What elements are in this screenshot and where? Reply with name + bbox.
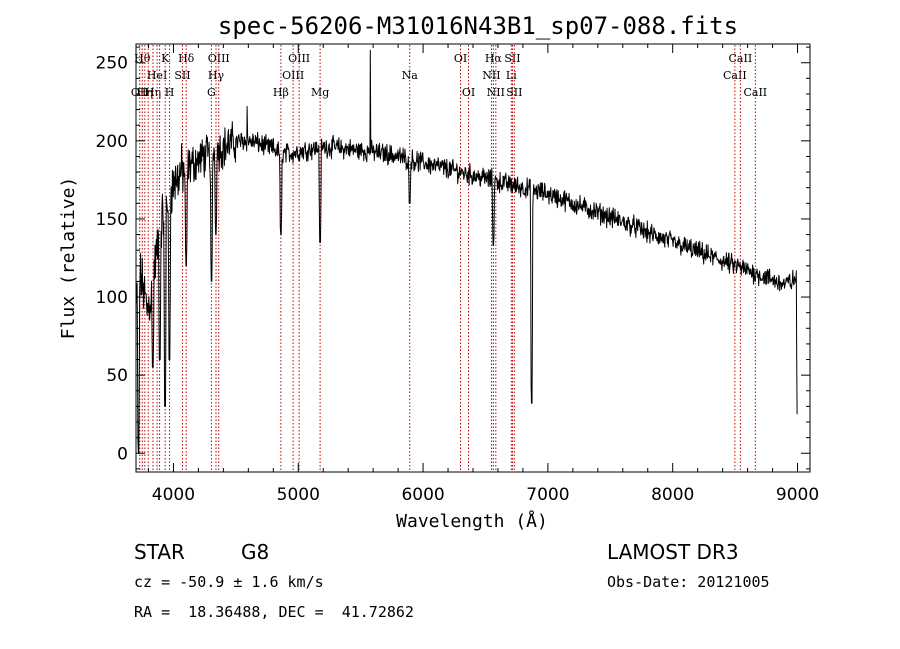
spectral-line-label: Hβ	[273, 86, 289, 99]
y-tick-label: 0	[117, 444, 128, 464]
spectral-line-label: OI	[462, 86, 475, 99]
x-tick-label: 4000	[152, 485, 195, 505]
spectral-line-label: Hδ	[178, 52, 195, 65]
x-tick-label: 8000	[651, 485, 694, 505]
axis-ticks: 4000 5000 6000 7000 8000 9000 0 50 100 150 200 250	[96, 44, 819, 505]
plot-frame	[135, 43, 811, 473]
x-axis-label: Wavelength (Å)	[396, 510, 548, 532]
spectral-line-label: CaII	[729, 52, 753, 65]
observation-date: Obs-Date: 20121005	[607, 573, 770, 591]
spectral-line-label: Hθ	[134, 52, 151, 65]
y-tick-label: 200	[96, 132, 128, 152]
spectral-line-label: Hη	[145, 86, 161, 99]
spectral-line-label: Hγ	[208, 69, 225, 82]
spectral-line-label: H	[165, 86, 175, 99]
spectral-line-label: G	[207, 86, 216, 99]
spectral-line-label: Mg	[311, 86, 329, 99]
spectral-line-label: OIII	[282, 69, 304, 82]
spectrum-plot	[136, 49, 798, 454]
spectral-line-label: OIII	[208, 52, 230, 65]
y-tick-label: 50	[106, 366, 128, 386]
spectral-line-label: NII	[487, 86, 505, 99]
spectrum-series-line	[136, 49, 798, 454]
x-tick-label: 7000	[526, 485, 569, 505]
spectral-line-label: CaII	[743, 86, 767, 99]
spectral-line-label: CaII	[723, 69, 747, 82]
spectral-line-label: OIII	[288, 52, 310, 65]
y-tick-label: 100	[96, 288, 128, 308]
spectral-line-label: Li	[506, 69, 517, 82]
spectral-line-label: Hη	[137, 86, 153, 99]
spectral-line-label: SII	[506, 86, 522, 99]
redshift-info: cz = -50.9 ± 1.6 km/s	[134, 573, 324, 591]
spectral-line-label: HeI	[147, 69, 167, 82]
y-axis-label: Flux (relative)	[58, 177, 79, 340]
x-tick-label: 5000	[277, 485, 320, 505]
y-tick-label: 250	[96, 54, 128, 74]
spectral-line-label: NII	[482, 69, 500, 82]
x-tick-label: 6000	[401, 485, 444, 505]
chart-title: spec-56206-M31016N43B1_sp07-088.fits	[218, 12, 738, 40]
spectral-line-label: SII	[504, 52, 520, 65]
coordinates-info: RA = 18.36488, DEC = 41.72862	[134, 603, 414, 621]
spectral-line-label: OI	[454, 52, 467, 65]
spectral-line-label: K	[161, 52, 170, 65]
object-subclass: G8	[241, 540, 270, 564]
object-class: STAR	[134, 540, 185, 564]
x-tick-label: 9000	[776, 485, 819, 505]
spectral-line-label: Hα	[485, 52, 503, 65]
y-tick-label: 150	[96, 210, 128, 230]
spectral-line-label: SII	[174, 69, 190, 82]
spectral-line-label: Na	[402, 69, 419, 82]
survey-name: LAMOST DR3	[607, 540, 739, 564]
spectral-line-label: OII	[131, 86, 149, 99]
